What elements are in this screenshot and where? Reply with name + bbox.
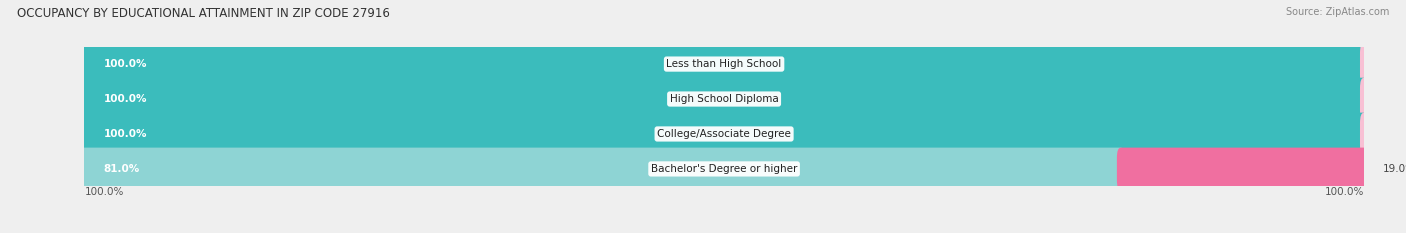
Text: College/Associate Degree: College/Associate Degree	[657, 129, 792, 139]
Text: Less than High School: Less than High School	[666, 59, 782, 69]
FancyBboxPatch shape	[80, 148, 1368, 190]
Text: 100.0%: 100.0%	[104, 59, 148, 69]
FancyBboxPatch shape	[80, 78, 1368, 120]
FancyBboxPatch shape	[80, 148, 1125, 190]
Text: 100.0%: 100.0%	[1324, 187, 1364, 197]
Text: 100.0%: 100.0%	[84, 187, 124, 197]
Text: Source: ZipAtlas.com: Source: ZipAtlas.com	[1285, 7, 1389, 17]
FancyBboxPatch shape	[1360, 43, 1406, 85]
FancyBboxPatch shape	[1360, 113, 1406, 155]
FancyBboxPatch shape	[80, 113, 1368, 155]
FancyBboxPatch shape	[80, 113, 1368, 155]
FancyBboxPatch shape	[80, 43, 1368, 85]
Text: 19.0%: 19.0%	[1384, 164, 1406, 174]
Text: High School Diploma: High School Diploma	[669, 94, 779, 104]
Text: 100.0%: 100.0%	[104, 129, 148, 139]
FancyBboxPatch shape	[1116, 148, 1368, 190]
Text: 100.0%: 100.0%	[104, 94, 148, 104]
Text: Bachelor's Degree or higher: Bachelor's Degree or higher	[651, 164, 797, 174]
Text: OCCUPANCY BY EDUCATIONAL ATTAINMENT IN ZIP CODE 27916: OCCUPANCY BY EDUCATIONAL ATTAINMENT IN Z…	[17, 7, 389, 20]
FancyBboxPatch shape	[80, 78, 1368, 120]
Text: 81.0%: 81.0%	[104, 164, 139, 174]
FancyBboxPatch shape	[1360, 78, 1406, 120]
FancyBboxPatch shape	[80, 43, 1368, 85]
